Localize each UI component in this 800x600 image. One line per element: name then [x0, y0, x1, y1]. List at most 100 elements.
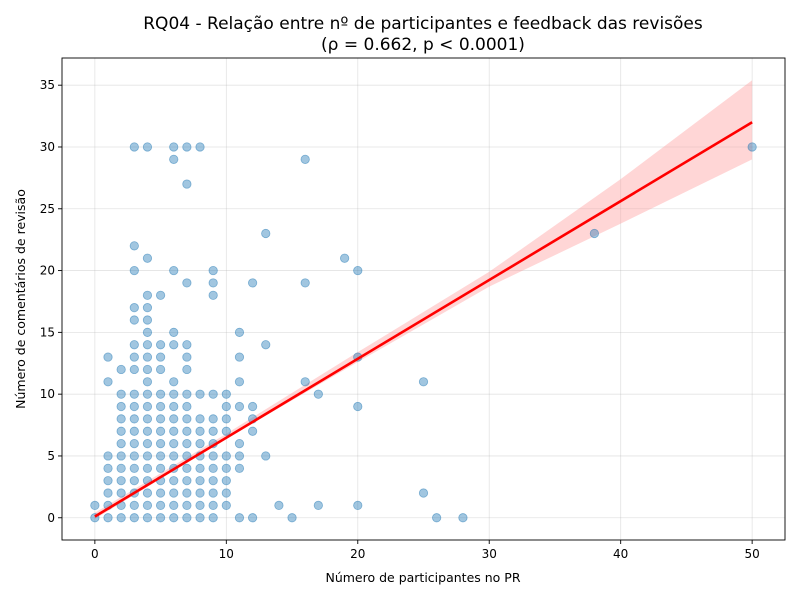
scatter-point [169, 438, 179, 449]
scatter-point [221, 414, 231, 424]
scatter-point [182, 488, 192, 498]
plot-frame [61, 57, 786, 541]
scatter-point [116, 401, 126, 412]
scatter-point [129, 401, 139, 412]
scatter-point [208, 389, 218, 399]
scatter-point [169, 414, 179, 424]
scatter-point [169, 451, 179, 461]
scatter-point [195, 513, 205, 523]
scatter-point [142, 500, 153, 510]
scatter-point [116, 451, 126, 461]
scatter-point [116, 414, 126, 424]
y-tick-label: 15 [40, 325, 55, 339]
scatter-point [221, 488, 231, 498]
y-tick-label: 20 [40, 264, 55, 278]
scatter-point [234, 438, 245, 449]
scatter-point [300, 154, 310, 164]
scatter-point [103, 488, 113, 498]
scatter-point [261, 451, 271, 461]
regression-line-layer [94, 121, 753, 518]
scatter-point [155, 414, 166, 424]
scatter-point [208, 488, 218, 498]
scatter-point [182, 179, 192, 189]
chart-title-line2: (ρ = 0.662, p < 0.0001) [321, 35, 525, 55]
scatter-point [142, 488, 153, 498]
scatter-point [208, 500, 218, 510]
x-tick-label: 20 [350, 547, 365, 561]
scatter-point [300, 377, 310, 387]
scatter-point [155, 500, 166, 510]
scatter-point [142, 513, 153, 523]
scatter-point [129, 438, 139, 449]
scatter-point [195, 500, 205, 510]
scatter-point [103, 513, 113, 523]
scatter-point [234, 377, 245, 387]
y-tick-label: 35 [40, 78, 55, 92]
confidence-band [94, 80, 753, 519]
scatter-point [103, 476, 113, 486]
scatter-point [208, 476, 218, 486]
scatter-point [208, 290, 218, 300]
scatter-point [313, 500, 323, 510]
scatter-point [103, 352, 113, 362]
scatter-point [208, 451, 218, 461]
scatter-point [195, 438, 205, 449]
scatter-point [208, 414, 218, 424]
scatter-point [169, 327, 179, 337]
x-tick-label: 40 [613, 547, 628, 561]
scatter-point [142, 451, 153, 461]
scatter-point [221, 476, 231, 486]
scatter-point [432, 513, 442, 523]
scatter-point [155, 513, 166, 523]
y-tick-label: 30 [40, 140, 55, 154]
scatter-point [195, 463, 205, 473]
scatter-point [142, 303, 153, 313]
scatter-point [129, 476, 139, 486]
scatter-point [182, 476, 192, 486]
scatter-point [221, 389, 231, 399]
scatter-point [169, 265, 179, 276]
scatter-point [129, 142, 139, 152]
scatter-point [129, 451, 139, 461]
scatter-point [353, 265, 363, 276]
scatter-point [129, 241, 139, 251]
y-tick-label: 25 [40, 202, 55, 216]
scatter-point [747, 142, 757, 152]
scatter-point [169, 513, 179, 523]
scatter-point [208, 463, 218, 473]
scatter-point [169, 476, 179, 486]
scatter-point [142, 426, 153, 436]
scatter-point [234, 463, 245, 473]
scatter-point [300, 278, 310, 288]
scatter-point [155, 463, 166, 473]
scatter-point [353, 500, 363, 510]
regression-line [94, 121, 753, 518]
scatter-point [155, 364, 166, 375]
scatter-point [195, 142, 205, 152]
scatter-point [129, 303, 139, 313]
scatter-point [182, 500, 192, 510]
scatter-point [182, 278, 192, 288]
x-tick-label: 0 [91, 547, 99, 561]
points-layer [90, 142, 757, 523]
grid-layer [62, 58, 785, 540]
y-tick-label: 5 [47, 449, 55, 463]
scatter-point [221, 451, 231, 461]
scatter-point [248, 278, 258, 288]
scatter-point [195, 488, 205, 498]
scatter-point [116, 426, 126, 436]
scatter-point [169, 340, 179, 350]
scatter-point [234, 401, 245, 412]
scatter-point [195, 389, 205, 399]
scatter-point [142, 377, 153, 387]
scatter-point [221, 463, 231, 473]
scatter-point [142, 327, 153, 337]
scatter-point [169, 377, 179, 387]
scatter-point [129, 340, 139, 350]
scatter-point [313, 389, 323, 399]
scatter-point [129, 389, 139, 399]
scatter-point [116, 463, 126, 473]
scatter-point [589, 228, 599, 239]
scatter-point [103, 377, 113, 387]
